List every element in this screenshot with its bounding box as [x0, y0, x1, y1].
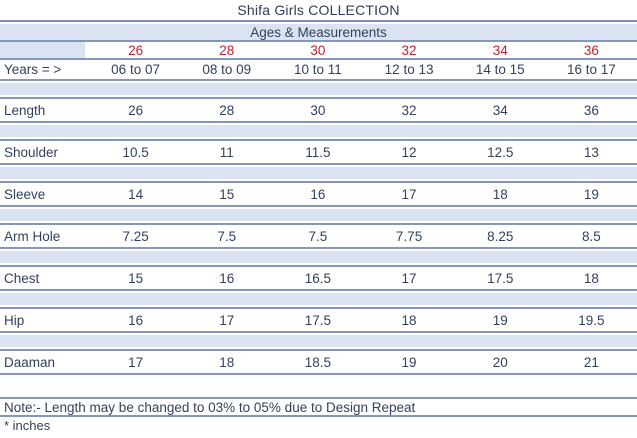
- note-text: Note:- Length may be changed to 03% to 0…: [4, 399, 416, 415]
- page-title: Shifa Girls COLLECTION: [237, 2, 400, 18]
- years-value: 14 to 15: [475, 62, 525, 77]
- years-value: 16 to 17: [567, 62, 616, 77]
- size-header-row: 26 28 30 32 34 36: [0, 42, 637, 60]
- cell-value: 18: [492, 186, 508, 202]
- cell-value: 18: [219, 354, 235, 370]
- cell-value: 12: [401, 144, 417, 160]
- cell-value: 17: [219, 312, 235, 328]
- cell-value: 8.25: [487, 228, 514, 244]
- size-col-header: 28: [219, 42, 235, 58]
- cell-value: 17: [401, 186, 417, 202]
- row-label: Chest: [4, 270, 40, 286]
- table-row-armhole: Arm Hole 7.25 7.5 7.5 7.75 8.25 8.5: [0, 223, 637, 249]
- cell-value: 12.5: [487, 144, 514, 160]
- cell-value: 20: [492, 354, 508, 370]
- cell-value: 15: [219, 186, 235, 202]
- cell-value: 16: [219, 270, 235, 286]
- cell-value: 11.5: [305, 144, 331, 160]
- cell-value: 7.5: [217, 228, 237, 244]
- row-label: Daaman: [4, 354, 56, 370]
- blank-gap: [0, 375, 637, 397]
- footnote-row: * inches: [0, 417, 637, 434]
- cell-value: 17: [401, 270, 417, 286]
- cell-value: 7.75: [395, 228, 423, 244]
- subtitle: Ages & Measurements: [250, 24, 387, 40]
- cell-value: 30: [310, 102, 326, 118]
- size-col-header: 36: [583, 42, 599, 58]
- spacer-band: [0, 335, 637, 347]
- cell-value: 34: [492, 102, 508, 118]
- cell-value: 7.5: [308, 228, 328, 244]
- cell-value: 19: [492, 312, 508, 328]
- spacer-band: [0, 83, 637, 95]
- table-row-chest: Chest 15 16 16.5 17 17.5 18: [0, 265, 637, 291]
- spacer-band: [0, 293, 637, 305]
- spacer-band: [0, 125, 637, 137]
- table-row-shoulder: Shoulder 10.5 11 11.5 12 12.5 13: [0, 139, 637, 165]
- table-row-daaman: Daaman 17 18 18.5 19 20 21: [0, 349, 637, 375]
- spacer-band: [0, 167, 637, 179]
- page-title-row: Shifa Girls COLLECTION: [0, 0, 637, 22]
- cell-value: 7.25: [122, 228, 149, 244]
- size-col-header: 26: [128, 42, 144, 58]
- cell-value: 18: [583, 270, 599, 286]
- years-value: 12 to 13: [384, 62, 434, 77]
- cell-value: 15: [128, 270, 144, 286]
- years-value: 06 to 07: [111, 62, 160, 77]
- spacer-band: [0, 251, 637, 263]
- subtitle-band: Ages & Measurements: [0, 22, 637, 42]
- cell-value: 14: [128, 186, 144, 202]
- size-col-header: 32: [401, 42, 417, 58]
- cell-value: 18: [401, 312, 417, 328]
- years-row-label: Years = >: [4, 62, 62, 77]
- cell-value: 26: [128, 102, 144, 118]
- cell-value: 8.5: [582, 228, 601, 244]
- footnote-text: * inches: [4, 418, 51, 433]
- years-value: 08 to 09: [202, 62, 252, 77]
- cell-value: 19: [583, 186, 599, 202]
- cell-value: 28: [219, 102, 235, 118]
- cell-value: 10.5: [122, 144, 149, 160]
- row-label: Arm Hole: [4, 228, 61, 244]
- cell-value: 17: [128, 354, 144, 370]
- cell-value: 21: [583, 354, 599, 370]
- cell-value: 18.5: [304, 354, 332, 370]
- cell-value: 11: [219, 144, 234, 160]
- row-label: Length: [4, 102, 46, 118]
- row-label: Sleeve: [4, 186, 46, 202]
- table-row-hip: Hip 16 17 17.5 18 19 19.5: [0, 307, 637, 333]
- cell-value: 32: [401, 102, 417, 118]
- cell-value: 16: [128, 312, 144, 328]
- cell-value: 17.5: [487, 270, 514, 286]
- cell-value: 13: [583, 144, 599, 160]
- cell-value: 19: [401, 354, 417, 370]
- years-row: Years = > 06 to 07 08 to 09 10 to 11 12 …: [0, 60, 637, 81]
- row-label: Shoulder: [4, 144, 59, 160]
- spacer-band: [0, 209, 637, 221]
- size-col-header: 30: [310, 42, 326, 58]
- size-header-corner-cell: [0, 42, 90, 58]
- table-row-sleeve: Sleeve 14 15 16 17 18 19: [0, 181, 637, 207]
- cell-value: 16: [310, 186, 326, 202]
- cell-value: 36: [583, 102, 599, 118]
- years-value: 10 to 11: [294, 62, 342, 77]
- size-col-header: 34: [492, 42, 508, 58]
- cell-value: 16.5: [304, 270, 332, 286]
- cell-value: 17.5: [304, 312, 332, 328]
- cell-value: 19.5: [578, 312, 605, 328]
- row-label: Hip: [4, 312, 25, 328]
- table-row-length: Length 26 28 30 32 34 36: [0, 97, 637, 123]
- note-row: Note:- Length may be changed to 03% to 0…: [0, 397, 637, 417]
